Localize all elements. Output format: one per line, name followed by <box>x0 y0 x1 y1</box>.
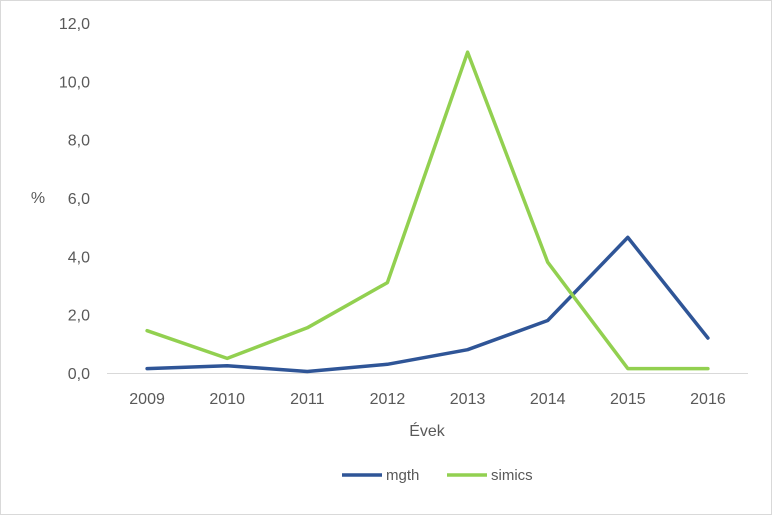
x-tick-label: 2013 <box>450 391 486 408</box>
x-tick-label: 2016 <box>690 391 726 408</box>
y-tick-label: 6,0 <box>68 191 90 208</box>
y-tick-label: 0,0 <box>68 366 90 383</box>
x-axis-title: Évek <box>409 421 446 440</box>
y-tick-label: 8,0 <box>68 133 90 150</box>
y-tick-label: 10,0 <box>59 74 90 91</box>
x-tick-label: 2010 <box>209 391 245 408</box>
y-axis-title: % <box>31 190 45 207</box>
legend: mgth simics <box>342 467 533 484</box>
x-tick-label: 2015 <box>610 391 646 408</box>
series-line-mgth <box>145 235 710 374</box>
y-tick-label: 12,0 <box>59 16 90 33</box>
x-tick-labels: 2009 2010 2011 2012 2013 2014 2015 2016 <box>129 391 726 408</box>
series-lines <box>145 50 710 374</box>
y-tick-label: 2,0 <box>68 308 90 325</box>
x-tick-label: 2012 <box>370 391 406 408</box>
x-tick-label: 2014 <box>530 391 566 408</box>
y-tick-labels: 0,0 2,0 4,0 6,0 8,0 10,0 12,0 <box>59 16 90 383</box>
legend-label-simics: simics <box>491 467 533 484</box>
x-tick-label: 2009 <box>129 391 165 408</box>
y-tick-label: 4,0 <box>68 249 90 266</box>
x-tick-label: 2011 <box>290 391 325 408</box>
legend-label-mgth: mgth <box>386 467 419 484</box>
series-line-simics <box>145 50 710 371</box>
